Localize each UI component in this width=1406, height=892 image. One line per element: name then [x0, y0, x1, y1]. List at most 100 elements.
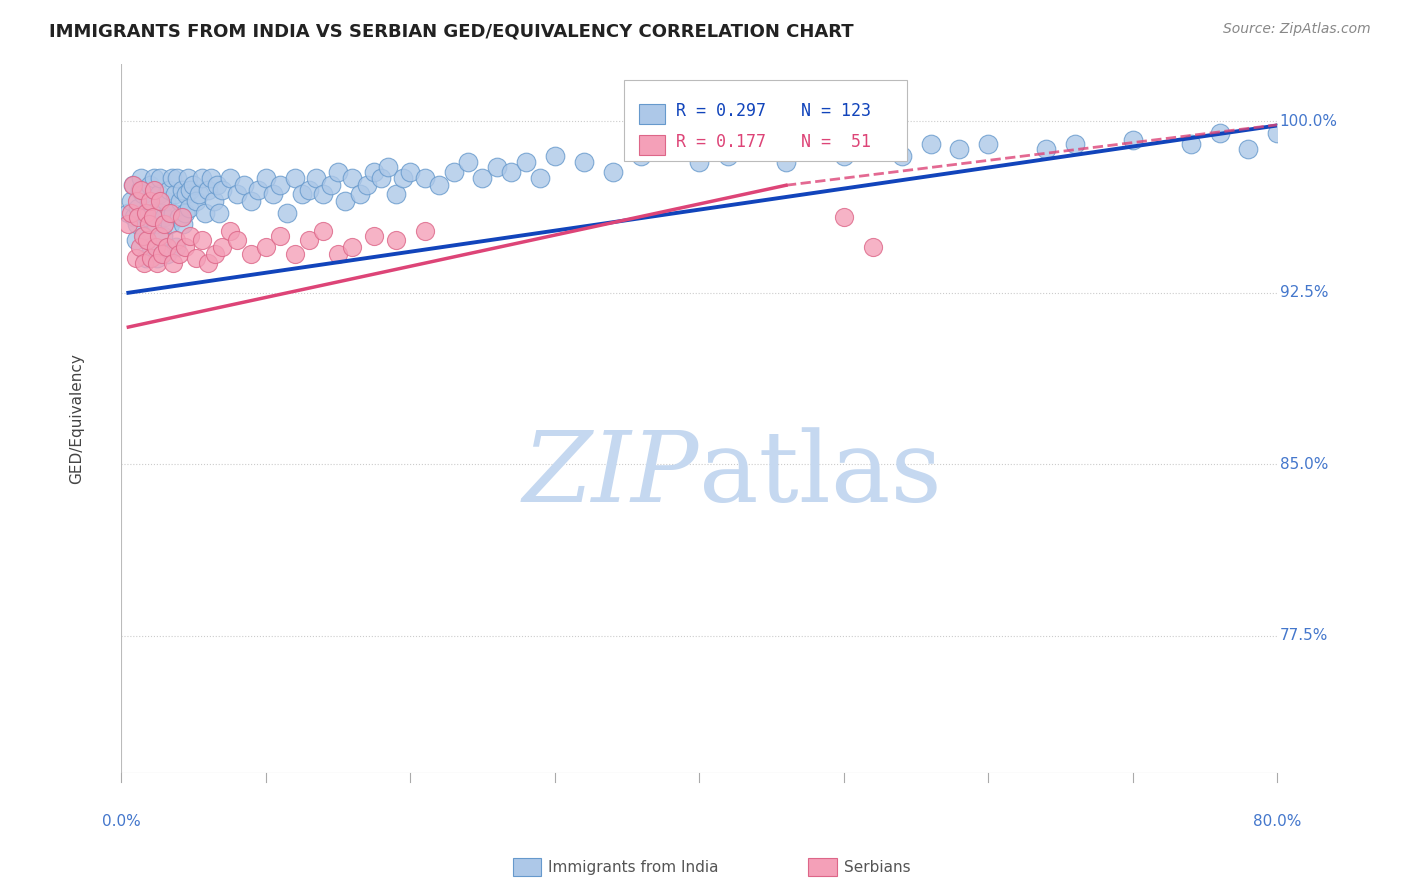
Text: 92.5%: 92.5% — [1279, 285, 1329, 301]
Point — [170, 183, 193, 197]
Point — [122, 211, 145, 225]
Point — [688, 155, 710, 169]
Point — [149, 171, 172, 186]
Point — [146, 252, 169, 266]
Point — [283, 171, 305, 186]
Point — [305, 171, 328, 186]
Point — [1064, 137, 1087, 152]
Point — [225, 233, 247, 247]
Point — [163, 187, 186, 202]
Point — [326, 164, 349, 178]
Point — [139, 194, 162, 209]
Point — [143, 183, 166, 197]
Point — [165, 240, 187, 254]
Point — [145, 240, 167, 254]
Point — [170, 211, 193, 225]
Point — [269, 228, 291, 243]
Point — [138, 217, 160, 231]
Text: Serbians: Serbians — [844, 860, 910, 874]
Point — [298, 233, 321, 247]
Point — [298, 183, 321, 197]
Point — [127, 201, 149, 215]
Text: Immigrants from India: Immigrants from India — [548, 860, 718, 874]
Point — [240, 247, 263, 261]
Point — [135, 205, 157, 219]
Point — [319, 178, 342, 193]
Point — [920, 137, 942, 152]
Point — [205, 178, 228, 193]
Point — [162, 205, 184, 219]
Point — [174, 187, 197, 202]
Text: 0.0%: 0.0% — [101, 814, 141, 830]
Point — [602, 164, 624, 178]
Point — [443, 164, 465, 178]
Point — [142, 211, 165, 225]
Point — [485, 160, 508, 174]
Point — [501, 164, 523, 178]
Text: IMMIGRANTS FROM INDIA VS SERBIAN GED/EQUIVALENCY CORRELATION CHART: IMMIGRANTS FROM INDIA VS SERBIAN GED/EQU… — [49, 22, 853, 40]
Point — [862, 240, 884, 254]
Point — [134, 228, 156, 243]
Point — [153, 211, 176, 225]
Point — [134, 256, 156, 270]
Point — [145, 217, 167, 231]
Point — [124, 252, 146, 266]
Text: 80.0%: 80.0% — [1253, 814, 1302, 830]
Point — [312, 224, 335, 238]
Point — [131, 183, 153, 197]
Point — [204, 247, 226, 261]
Point — [262, 187, 284, 202]
Point — [832, 148, 855, 162]
Point — [202, 194, 225, 209]
Point — [862, 142, 884, 156]
Text: R = 0.297: R = 0.297 — [676, 102, 766, 120]
Point — [197, 256, 219, 270]
Point — [1180, 137, 1202, 152]
Point — [156, 247, 179, 261]
Point — [269, 178, 291, 193]
Point — [150, 205, 173, 219]
Point — [131, 171, 153, 186]
Point — [156, 240, 179, 254]
Point — [413, 224, 436, 238]
Point — [312, 187, 335, 202]
Point — [129, 240, 152, 254]
Point — [159, 217, 181, 231]
Point — [141, 240, 163, 254]
Point — [775, 155, 797, 169]
Text: 85.0%: 85.0% — [1279, 457, 1329, 472]
Point — [276, 205, 298, 219]
Text: Source: ZipAtlas.com: Source: ZipAtlas.com — [1223, 22, 1371, 37]
Point — [211, 240, 233, 254]
Point — [384, 233, 406, 247]
Point — [471, 171, 494, 186]
Text: GED/Equivalency: GED/Equivalency — [69, 353, 84, 484]
Point — [159, 205, 181, 219]
Point — [141, 252, 163, 266]
Point — [167, 211, 190, 225]
Point — [832, 211, 855, 225]
Point — [1237, 142, 1260, 156]
Point — [129, 183, 152, 197]
Point — [166, 171, 188, 186]
Point — [326, 247, 349, 261]
Point — [125, 217, 148, 231]
Text: N = 123: N = 123 — [801, 102, 870, 120]
Point — [179, 228, 201, 243]
Point — [413, 171, 436, 186]
Point — [150, 247, 173, 261]
Point — [177, 201, 200, 215]
Point — [162, 256, 184, 270]
Point — [659, 142, 682, 156]
Point — [121, 178, 143, 193]
Point — [183, 178, 205, 193]
Point — [146, 256, 169, 270]
Point — [804, 142, 827, 156]
Point — [1267, 126, 1289, 140]
Point — [211, 183, 233, 197]
Point — [283, 247, 305, 261]
Point — [136, 211, 159, 225]
Point — [197, 183, 219, 197]
Point — [977, 137, 1000, 152]
Point — [136, 233, 159, 247]
